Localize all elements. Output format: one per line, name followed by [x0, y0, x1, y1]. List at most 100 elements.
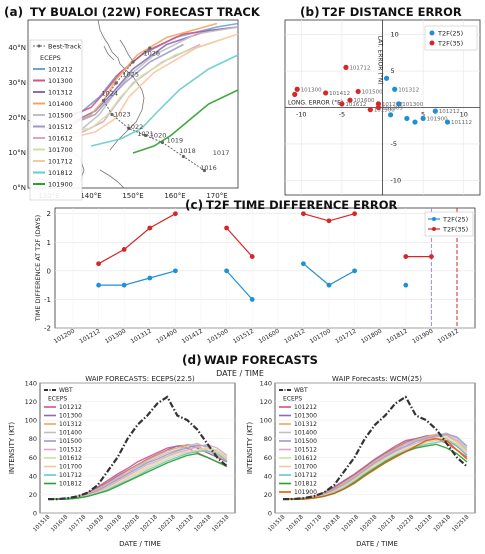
legend-item: 101400	[48, 100, 73, 108]
y-tick-label: 100	[260, 417, 272, 425]
y-tick-label: 100	[25, 417, 37, 425]
scatter-point	[404, 115, 410, 122]
legend-item: 101300	[59, 413, 82, 420]
x-tick-label: 10	[460, 111, 468, 119]
scatter-point	[444, 119, 451, 125]
y-tick-label: 20	[29, 491, 37, 499]
legend-item: T2F(25)	[442, 216, 468, 224]
x-tick-label: 101912	[437, 328, 460, 346]
scatter-point	[294, 86, 300, 92]
data-point	[403, 254, 409, 259]
x-axis-label: DATE / TIME	[119, 540, 161, 548]
scatter-point	[367, 107, 373, 113]
x-tick-label: 101812	[385, 328, 408, 346]
legend-item: ECEPS	[283, 396, 302, 403]
series-line	[98, 213, 176, 265]
data-point	[147, 225, 153, 231]
scatter-point	[420, 115, 426, 122]
scatter-point	[432, 108, 438, 114]
legend-item: ECEPS	[48, 396, 67, 403]
track-day-label: 1023	[114, 110, 131, 118]
panel-c-title: T2F TIME DIFFERENCE ERROR	[206, 198, 398, 212]
x-tick-label: 101500	[206, 328, 229, 346]
x-tick-label: 102218	[158, 514, 177, 533]
legend-item: 101312	[59, 421, 82, 428]
point-label: 101112	[451, 120, 472, 126]
y-tick-label: 0	[268, 510, 272, 518]
y-tick-label: 60	[264, 454, 272, 462]
legend-swatch-point	[37, 44, 41, 48]
track-line	[90, 54, 239, 147]
panel-b-title: T2F DISTANCE ERROR	[322, 5, 462, 19]
series-line	[283, 434, 468, 500]
scatter-point	[355, 88, 361, 95]
legend-item: 101312	[294, 421, 317, 428]
y-tick-label: 10°N	[8, 149, 26, 157]
y-tick-label: 20°N	[8, 114, 26, 122]
legend-item: 101612	[294, 455, 317, 462]
y-tick-label: 40	[29, 472, 37, 480]
track-day-label: 1022	[127, 123, 144, 131]
x-axis-label: LONG. ERROR (°E)	[288, 100, 343, 107]
y-tick-label: 1	[47, 239, 51, 247]
y-tick-label: 20	[264, 491, 272, 499]
waip-eceps-chart: WAIP FORECASTS: ECEPS(22.5) 0 20 40 60 80 100…	[8, 375, 236, 548]
x-tick-label: 101718	[68, 514, 87, 533]
y-tick-label: -1	[44, 296, 51, 304]
wbt-line	[283, 395, 468, 501]
scatter-point	[323, 90, 329, 96]
x-tick-label: 102118	[378, 514, 397, 533]
legend: T2F(25) T2F(35)	[424, 211, 474, 237]
series-lines	[283, 395, 468, 501]
best-track-point	[102, 98, 106, 103]
scatter-point	[339, 101, 345, 107]
track-day-label: 1017	[213, 149, 230, 157]
legend-marker	[429, 30, 435, 36]
series-line	[48, 443, 228, 500]
panel-a-title: TY BUALOI (22W) FORECAST TRACK	[30, 5, 261, 19]
x-tick-label: 101612	[283, 328, 306, 346]
data-point	[352, 211, 357, 217]
legend-item: 101612	[59, 455, 82, 462]
legend-item: 101900	[294, 489, 317, 496]
track-day-label: 1019	[167, 137, 184, 145]
series-line	[48, 443, 228, 500]
legend-marker	[432, 227, 436, 231]
y-tick-label: -2	[44, 325, 51, 333]
scatter-point	[292, 91, 298, 97]
y-axis-label: TIME DIFFERENCE AT T2F (DAYS)	[34, 215, 42, 322]
data-point	[326, 282, 332, 288]
scatter-point	[375, 104, 382, 111]
wbt-line	[48, 395, 228, 501]
x-tick-label: 101412	[181, 328, 204, 346]
y-tick-label: 5	[391, 67, 395, 75]
x-tick-label: 101512	[232, 328, 255, 346]
scatter-point	[347, 97, 353, 103]
data-point	[147, 275, 153, 281]
panel-a-label: (a)	[4, 5, 23, 19]
y-tick-label: 120	[260, 398, 272, 406]
data-point	[173, 268, 178, 274]
scatter-point	[412, 119, 418, 125]
legend-box	[424, 211, 474, 237]
legend-marker	[429, 40, 435, 46]
data-point	[352, 268, 357, 274]
legend-item: 101300	[48, 77, 73, 85]
x-tick-label: -5	[339, 111, 345, 119]
legend-item: 101400	[59, 430, 82, 437]
y-axis-label: INTENSITY (KT)	[246, 422, 254, 475]
x-tick-label: 102218	[396, 514, 415, 533]
axes: -10 -5 5 10 -10 -5 5 10 LONG. ERROR (°E) LAT. ERR…	[285, 20, 480, 195]
legend-item: 101500	[48, 112, 73, 120]
data-point	[429, 254, 434, 259]
y-tick-label: 0°N	[13, 184, 26, 192]
scatter-point	[396, 101, 402, 107]
y-tick-label: -10	[391, 176, 402, 184]
track-line	[65, 33, 239, 140]
track-day-label: 1016	[200, 164, 217, 172]
x-tick-label: 150°E	[122, 192, 143, 200]
track-line	[65, 26, 239, 119]
